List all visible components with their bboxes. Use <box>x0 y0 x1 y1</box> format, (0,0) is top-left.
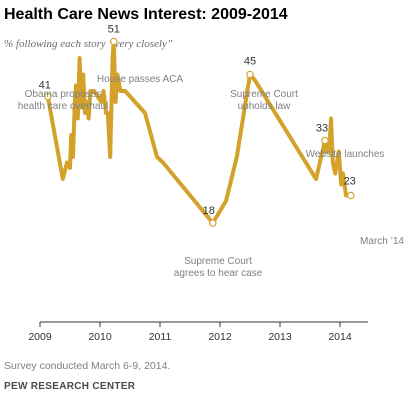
point-marker-18 <box>209 219 217 227</box>
survey-note: Survey conducted March 6-9, 2014. <box>4 360 171 372</box>
value-label-51: 51 <box>108 24 120 36</box>
value-label-41: 41 <box>39 80 51 92</box>
x-tick-label-2012: 2012 <box>208 331 232 343</box>
x-tick-label-2010: 2010 <box>88 331 112 343</box>
x-tick-label-2011: 2011 <box>149 331 172 343</box>
value-label-45: 45 <box>244 56 256 68</box>
point-marker-41 <box>43 92 52 101</box>
source-credit: PEW RESEARCH CENTER <box>4 381 136 392</box>
chart-subtitle: % following each story “very closely” <box>4 38 173 50</box>
point-marker-33 <box>321 136 329 145</box>
annotation-0: Obama proposes health care overhaul <box>18 89 109 112</box>
x-tick-label-2014: 2014 <box>328 331 352 343</box>
annotation-4: Website launches <box>306 149 385 160</box>
x-tick-label-2013: 2013 <box>268 331 292 343</box>
annotation-5: March ’14 <box>360 236 404 247</box>
point-marker-51 <box>110 37 118 46</box>
series-line-0 <box>45 39 353 225</box>
value-label-18: 18 <box>203 205 215 217</box>
annotation-2: Supreme Court agrees to hear case <box>174 256 263 279</box>
point-marker-23 <box>346 191 355 200</box>
annotation-1: House passes ACA <box>97 74 183 85</box>
x-tick-label-2009: 2009 <box>28 331 52 343</box>
chart-title: Health Care News Interest: 2009-2014 <box>4 6 288 23</box>
annotation-3: Supreme Court upholds law <box>230 89 298 112</box>
value-label-23: 23 <box>344 176 356 188</box>
point-marker-45 <box>246 70 254 79</box>
value-label-33: 33 <box>316 123 328 135</box>
